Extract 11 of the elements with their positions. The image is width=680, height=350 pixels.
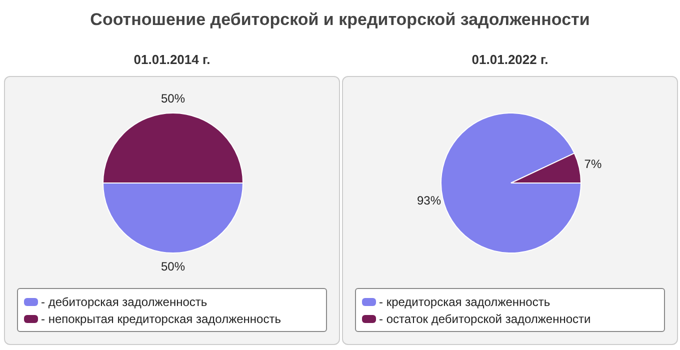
chart-subtitle: 01.01.2022 г. (470, 52, 550, 69)
legend-label: - непокрытая кредиторская задолженность (41, 312, 281, 326)
chart-title: Соотношение дебиторской и кредиторской задолженности (89, 10, 591, 30)
legend-label: - остаток дебиторской задолженности (379, 312, 591, 326)
legend-label: - кредиторская задолженность (379, 294, 550, 308)
data-label: 93% (417, 194, 442, 208)
chart-subtitle: 01.01.2014 г. (132, 52, 212, 69)
data-label: 7% (584, 156, 602, 171)
data-label: 50% (160, 91, 186, 106)
legend-label: - дебиторская задолженность (41, 294, 208, 308)
data-label: 50% (160, 259, 186, 274)
